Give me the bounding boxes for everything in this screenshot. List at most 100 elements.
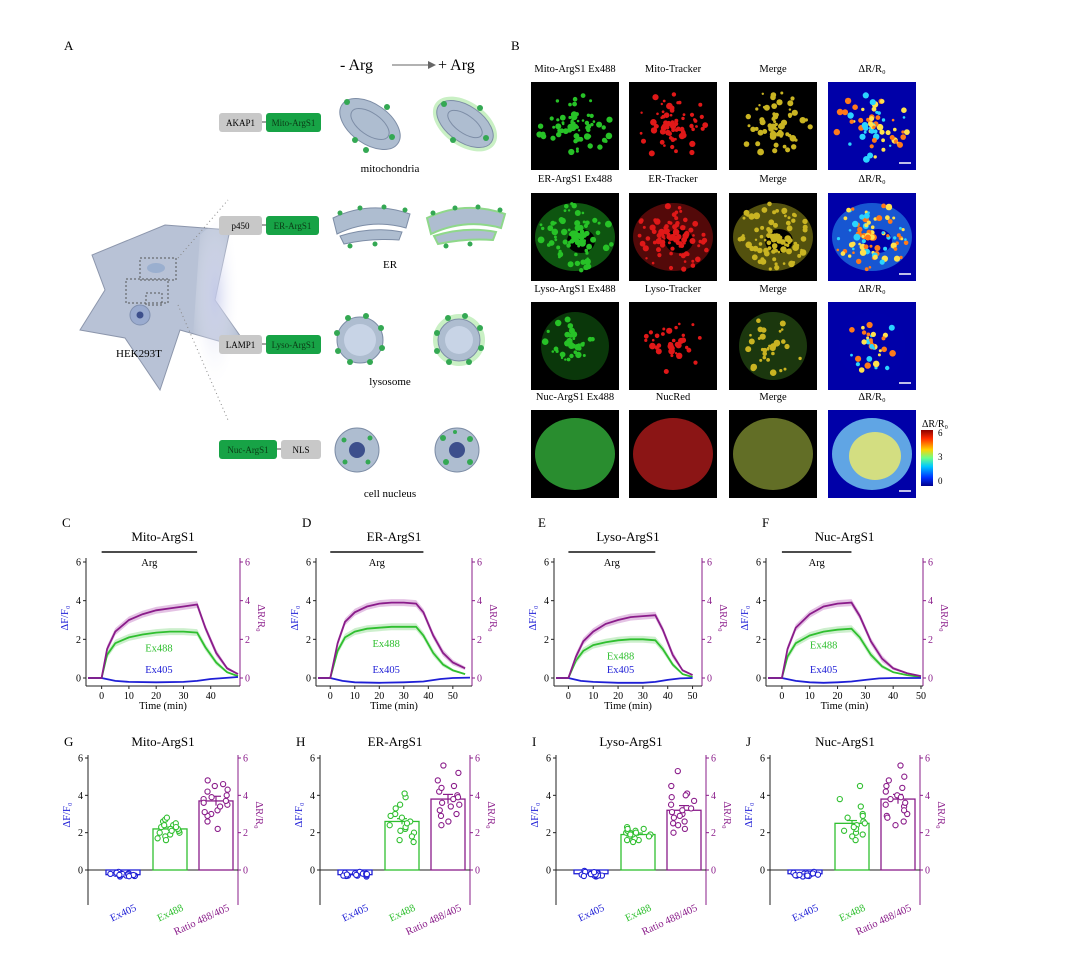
fluorescent-spot <box>698 102 703 107</box>
y-axis-label-left: ΔF/F₀ <box>740 605 751 630</box>
y2-tick-label: 4 <box>711 791 716 802</box>
fluorescent-spot <box>902 116 906 119</box>
fluorescent-spot <box>755 141 761 147</box>
fluorescent-spot <box>570 111 578 118</box>
fluorescent-spot <box>674 149 678 154</box>
fluorescent-spot <box>766 358 770 362</box>
fluorescent-spot <box>881 138 885 143</box>
fluorescent-spot <box>863 244 869 250</box>
fluorescent-spot <box>797 253 802 258</box>
y-tick-label: 6 <box>756 558 761 569</box>
series-label-ex488: Ex488 <box>607 651 634 662</box>
fluorescent-spot <box>739 235 746 242</box>
fluorescent-spot <box>791 144 797 150</box>
y-tick-label: 0 <box>76 674 81 685</box>
fluorescent-spot <box>577 129 581 132</box>
data-point <box>353 871 360 879</box>
fluorescent-spot <box>776 233 781 238</box>
data-point <box>899 784 906 792</box>
fluorescent-spot <box>559 114 566 121</box>
y2-tick-label: 6 <box>243 754 248 765</box>
fluorescent-spot <box>771 249 776 254</box>
fluorescent-spot <box>775 131 781 137</box>
data-point <box>640 825 647 833</box>
fluorescent-spot <box>583 223 589 228</box>
fluorescent-spot <box>567 127 573 133</box>
data-point <box>668 782 675 790</box>
fluorescent-spot <box>774 236 780 241</box>
fluorescent-spot <box>651 261 655 265</box>
fluorescent-spot <box>852 220 859 228</box>
series-line <box>768 601 922 679</box>
fluorescent-spot <box>871 106 877 112</box>
fluorescent-spot <box>559 128 565 134</box>
fluorescent-spot <box>750 363 758 371</box>
fluorescent-spot <box>752 245 759 252</box>
fluorescent-spot <box>564 316 571 323</box>
nuc-args1-box <box>219 440 277 459</box>
series-label-ex405: Ex405 <box>372 665 399 676</box>
data-point <box>200 799 207 806</box>
data-point <box>892 822 899 829</box>
fluorescent-spot <box>701 232 706 237</box>
data-point <box>590 869 598 876</box>
akap1-box <box>219 113 262 132</box>
fluorescent-spot <box>676 352 683 359</box>
fluorescent-spot <box>866 117 871 122</box>
y2-tick-label: 4 <box>925 791 930 802</box>
data-point <box>436 807 443 814</box>
data-point <box>204 818 211 825</box>
fluorescent-spot <box>571 236 577 242</box>
fluorescent-spot <box>670 144 675 150</box>
fluorescent-spot <box>653 123 659 129</box>
fluorescent-spot <box>786 225 793 232</box>
data-point <box>627 831 634 838</box>
fluorescent-spot <box>541 338 549 346</box>
organelle-label-lyso: lysosome <box>369 376 411 388</box>
fluorescent-spot <box>855 362 861 367</box>
fluorescent-spot <box>567 323 574 329</box>
y2-tick-label: 4 <box>245 596 250 607</box>
fluorescent-spot <box>901 130 905 134</box>
y2-tick-label: 2 <box>928 635 933 646</box>
fluorescent-spot <box>550 220 556 226</box>
y2-tick-label: 0 <box>243 866 248 877</box>
fluorescent-spot <box>781 207 788 214</box>
data-point <box>796 871 803 879</box>
organelle-label-nucleus: cell nucleus <box>364 488 416 500</box>
fluorescent-spot <box>762 351 767 357</box>
fluorescent-spot <box>685 345 689 350</box>
fluorescent-spot <box>851 207 855 211</box>
fluorescent-spot <box>595 230 601 236</box>
x-tick-label: 10 <box>805 691 815 702</box>
colorbar <box>921 430 933 486</box>
data-point <box>900 807 908 814</box>
series-line <box>556 677 693 684</box>
series-label-ex488: Ex488 <box>810 641 837 652</box>
fluorescent-spot <box>755 107 759 111</box>
fluorescent-spot <box>866 220 871 225</box>
nls-label: NLS <box>292 445 309 455</box>
fluorescent-spot <box>683 260 687 263</box>
fluorescent-spot <box>769 228 773 232</box>
fluorescent-spot <box>604 139 608 143</box>
fluorescent-spot <box>639 131 643 135</box>
y-axis-label-left: ΔF/F₀ <box>294 802 305 827</box>
data-point <box>219 780 227 788</box>
x-tick-label: 20 <box>374 691 384 702</box>
data-point <box>885 777 892 784</box>
nucleus-blob <box>633 418 713 490</box>
panel-letter: J <box>746 734 751 749</box>
fluorescent-spot <box>896 233 901 238</box>
fluorescent-spot <box>692 220 699 227</box>
y2-tick-label: 4 <box>928 596 933 607</box>
fluorescent-spot <box>779 369 783 373</box>
fluorescent-spot <box>697 244 701 248</box>
y-axis-label-left: ΔF/F₀ <box>744 802 755 827</box>
fluorescent-spot <box>586 124 592 129</box>
fluorescent-spot <box>674 128 679 132</box>
fluorescent-spot <box>885 203 893 211</box>
y-axis-label-right: ΔR/R₀ <box>253 801 264 829</box>
fluorescent-spot <box>689 149 695 156</box>
fluorescent-spot <box>654 345 659 350</box>
